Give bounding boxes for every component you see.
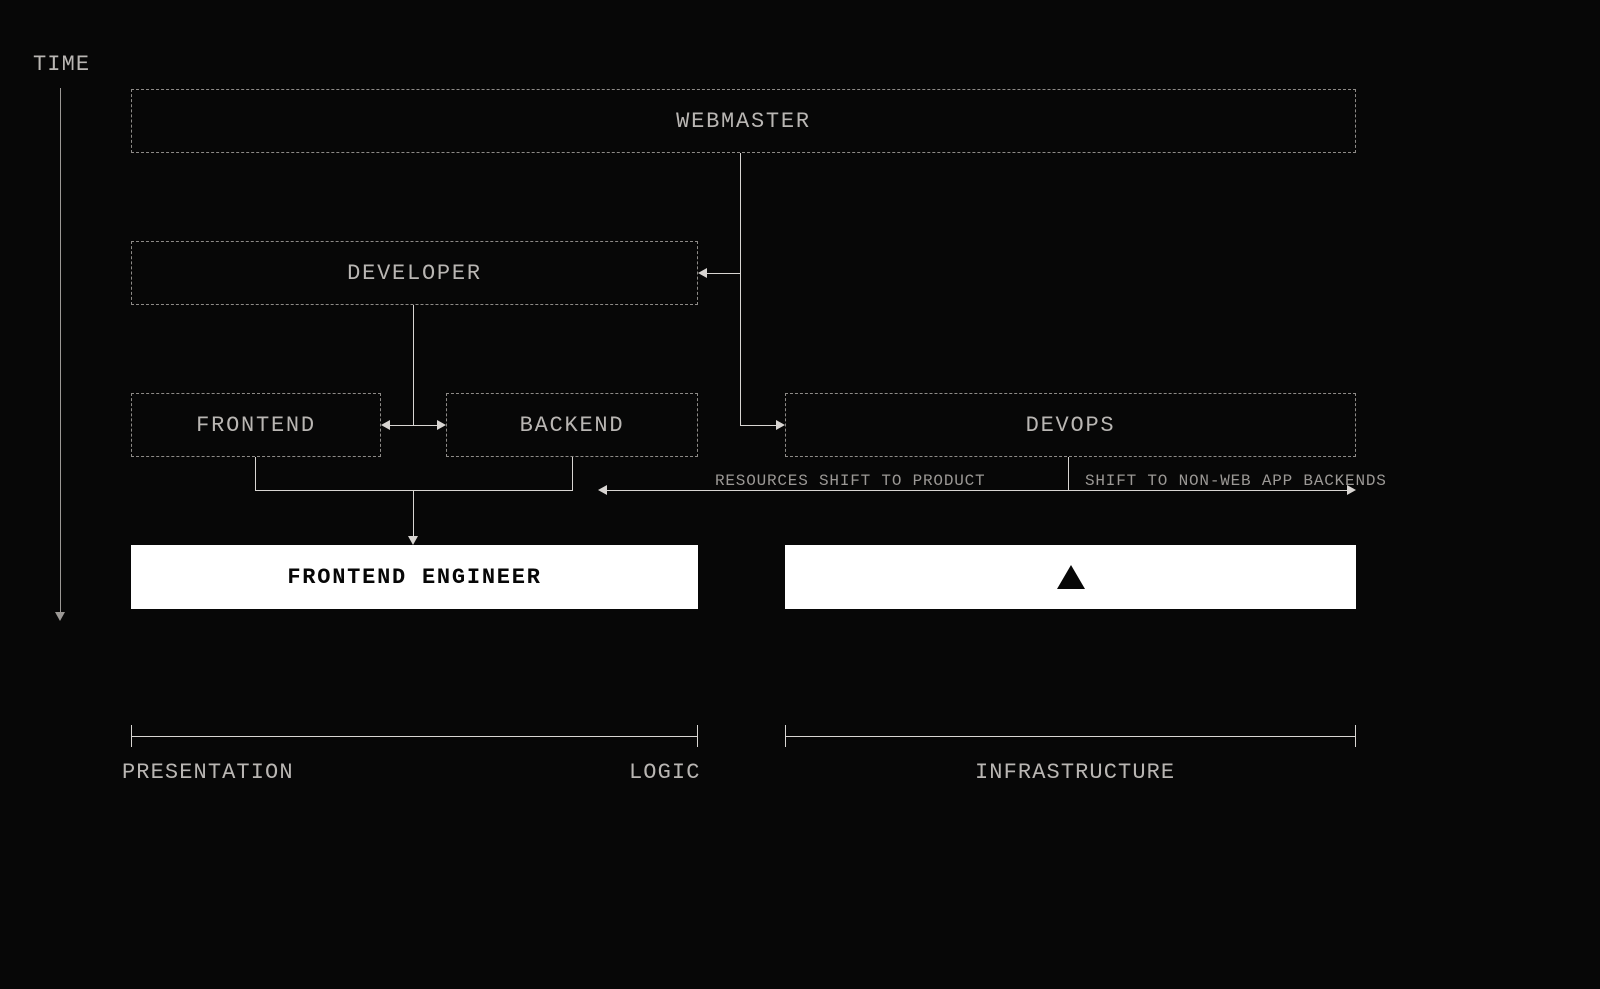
conn-fb-h [390,425,437,426]
result-vercel [785,545,1356,609]
conn-to-developer-arrow [698,268,707,278]
box-devops-label: DEVOPS [1026,413,1116,438]
conn-fb-left-arrow [381,420,390,430]
box-frontend: FRONTEND [131,393,381,457]
conn-to-developer-h [707,273,740,274]
spectrum-left-cap-l [131,725,132,747]
ann-resources-arrow [598,485,607,495]
box-webmaster: WEBMASTER [131,89,1356,153]
spectrum-presentation-label: PRESENTATION [122,760,294,785]
spectrum-left-line [131,736,698,737]
bracket-right-v [572,457,573,490]
spectrum-right-line [785,736,1356,737]
time-axis-label: TIME [33,52,90,77]
bracket-center-arrow [408,536,418,545]
box-backend-label: BACKEND [520,413,625,438]
spectrum-right-cap-r [1355,725,1356,747]
time-axis-arrowhead [55,612,65,621]
ann-resources-line [607,490,1068,491]
result-frontend-engineer: FRONTEND ENGINEER [131,545,698,609]
conn-fb-right-arrow [437,420,446,430]
bracket-center-v [413,490,414,537]
bracket-bar [255,490,573,491]
conn-developer-vertical [413,305,414,425]
conn-to-devops-arrow [776,420,785,430]
box-frontend-label: FRONTEND [196,413,316,438]
spectrum-left-cap-r [697,725,698,747]
box-backend: BACKEND [446,393,698,457]
box-webmaster-label: WEBMASTER [676,109,811,134]
annotation-nonweb: SHIFT TO NON-WEB APP BACKENDS [1085,472,1387,490]
diagram-stage: TIME WEBMASTER DEVELOPER FRONTEND BACKEN… [0,0,1600,989]
spectrum-logic-label: LOGIC [629,760,701,785]
time-axis-line [60,88,61,615]
ann-nonweb-line [1068,490,1347,491]
vercel-triangle-icon [1057,565,1085,589]
conn-webmaster-vertical [740,153,741,425]
spectrum-right-cap-l [785,725,786,747]
ann-devops-center-v [1068,457,1069,490]
box-devops: DEVOPS [785,393,1356,457]
box-developer-label: DEVELOPER [347,261,482,286]
conn-to-devops-h [740,425,776,426]
annotation-resources: RESOURCES SHIFT TO PRODUCT [715,472,985,490]
spectrum-infrastructure-label: INFRASTRUCTURE [975,760,1175,785]
box-developer: DEVELOPER [131,241,698,305]
bracket-left-v [255,457,256,490]
result-frontend-engineer-label: FRONTEND ENGINEER [287,565,541,590]
